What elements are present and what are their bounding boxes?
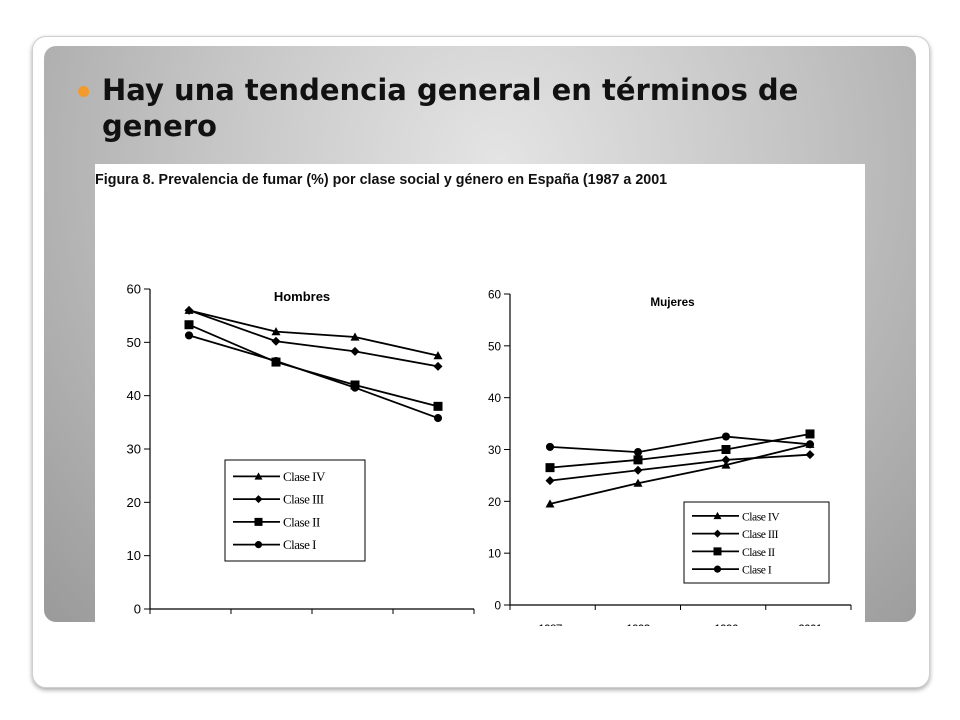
legend-swatch-marker <box>254 495 263 504</box>
x-tick-label: 1993 <box>626 623 650 626</box>
series-line <box>549 433 811 469</box>
data-point <box>721 460 731 469</box>
y-tick-label: 30 <box>127 442 141 457</box>
figure-caption: Figura 8. Prevalencia de fumar (%) por c… <box>95 172 668 188</box>
data-point <box>633 455 643 465</box>
chart-hombres: 0 10 20 30 40 50 60 1987 1993 1996 2001 Hombres Clas… <box>127 282 475 626</box>
y-tick-label: 50 <box>488 340 502 353</box>
series-line <box>188 334 439 419</box>
series-line <box>188 323 439 408</box>
legend-label: Clase III <box>283 492 324 507</box>
legend-swatch-marker <box>713 511 722 520</box>
data-point <box>350 332 360 341</box>
data-point <box>633 448 643 457</box>
series-clase-iv <box>545 439 815 508</box>
series-line <box>549 443 811 505</box>
y-tick-label: 10 <box>488 548 502 561</box>
y-tick-label: 30 <box>488 444 502 457</box>
y-tick-label: 50 <box>127 335 141 350</box>
x-tick-label: 1987 <box>176 625 203 626</box>
y-tick-label: 10 <box>127 548 141 563</box>
data-point <box>184 320 194 330</box>
legend: Clase IV Clase III Clase II Clase I <box>224 459 366 562</box>
data-point <box>271 327 281 336</box>
data-point <box>633 465 643 475</box>
data-point <box>271 336 281 346</box>
legend-swatch-marker <box>254 541 263 549</box>
bullet-text: Hay una tendencia general en términos de… <box>102 73 799 143</box>
data-point <box>721 455 731 465</box>
legend-label: Clase IV <box>742 510 780 523</box>
data-point <box>633 478 643 487</box>
series-clase-ii <box>545 429 815 473</box>
series-clase-iii <box>184 305 443 371</box>
y-tick-label: 0 <box>494 600 501 613</box>
series-clase-iv <box>184 305 443 360</box>
x-tick-label: 2001 <box>798 623 822 626</box>
chart-mujeres: 0 10 20 30 40 50 60 1987 1993 1996 2001 Mujeres Clas… <box>488 289 852 626</box>
data-point <box>433 351 443 360</box>
y-tick-label: 0 <box>134 602 141 617</box>
x-tick-label: 1987 <box>538 623 562 626</box>
legend-label: Clase I <box>283 537 316 552</box>
bullet-dot-icon <box>78 86 89 97</box>
legend-label: Clase III <box>742 528 779 541</box>
data-point <box>433 414 443 423</box>
data-point <box>545 476 555 486</box>
y-tick-label: 20 <box>127 495 141 510</box>
data-point <box>545 463 555 473</box>
data-point <box>721 432 731 441</box>
data-point <box>184 331 194 340</box>
data-point <box>350 346 360 356</box>
data-point <box>184 305 194 315</box>
legend-swatch-marker <box>713 565 722 573</box>
x-tick-label: 1996 <box>714 623 738 626</box>
y-tick-label: 60 <box>488 289 502 302</box>
legend-swatch-marker <box>254 472 263 480</box>
x-tick-label: 1993 <box>263 625 290 626</box>
legend-swatch-marker <box>254 517 263 526</box>
series-line <box>549 435 811 453</box>
legend-swatch-marker <box>713 547 722 556</box>
series-line <box>188 309 439 368</box>
legend-label: Clase I <box>742 564 772 577</box>
data-point <box>805 440 815 449</box>
chart-title: Hombres <box>274 289 330 304</box>
series-clase-iii <box>545 450 815 486</box>
charts: 0 10 20 30 40 50 60 1987 1993 1996 2001 Hombres Clas… <box>127 282 852 626</box>
y-tick-label: 60 <box>127 282 141 297</box>
legend-label: Clase II <box>742 546 775 559</box>
data-point <box>721 445 731 454</box>
data-point <box>433 361 443 371</box>
x-tick-label: 2001 <box>425 625 452 626</box>
data-point <box>545 499 555 508</box>
series-clase-i <box>545 432 815 457</box>
data-point <box>805 450 815 460</box>
data-point <box>433 401 443 411</box>
data-point <box>271 356 281 366</box>
series-clase-i <box>184 331 443 423</box>
legend-swatch-marker <box>713 529 722 538</box>
chart-title: Mujeres <box>650 296 695 309</box>
data-point <box>545 442 555 451</box>
data-point <box>805 429 815 439</box>
y-tick-label: 20 <box>488 496 502 509</box>
x-tick-label: 1996 <box>342 625 369 626</box>
legend-label: Clase II <box>283 514 320 529</box>
series-line <box>188 309 439 357</box>
legend-label: Clase IV <box>283 469 326 484</box>
legend: Clase IV Clase III Clase II Clase I <box>683 501 830 584</box>
y-tick-label: 40 <box>488 392 502 405</box>
y-tick-label: 40 <box>127 388 141 403</box>
series-line <box>549 453 811 482</box>
data-point <box>350 383 360 392</box>
